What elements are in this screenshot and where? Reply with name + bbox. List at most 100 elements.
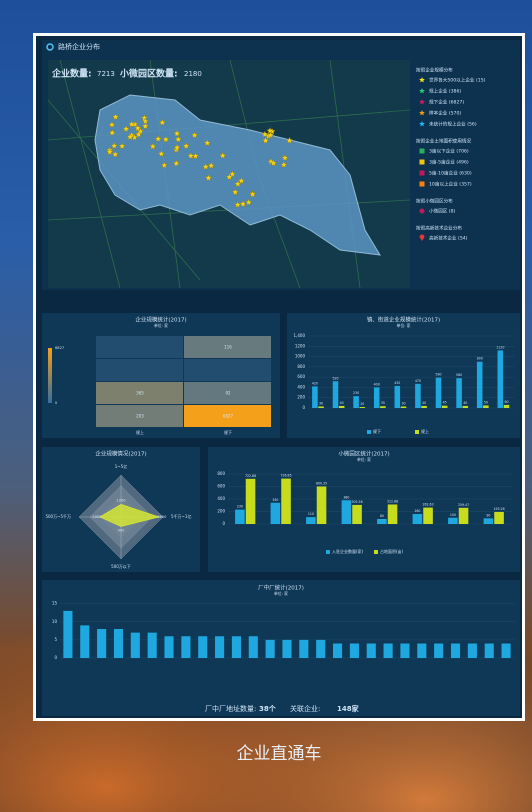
value-label: 259.47 [458,503,469,507]
footer-firm-label: 关联企业: [290,704,320,713]
footer-site-label: 厂中厂地址数量: [205,704,256,713]
page: 路桥企业分布 企业数量: 7213 小微园区数量: 2180 按照企业规模分布世… [0,0,532,812]
cell-label: 92 [225,391,231,396]
y-tick-label: 1200 [295,343,306,348]
bar [271,503,281,524]
bar [339,406,345,408]
value-label: 900 [118,528,126,532]
bar [436,378,442,408]
legend-label: 3亩以下企业 (706) [429,148,469,155]
legend-label: 高新技术企业 (54) [429,235,468,242]
bar [246,479,256,524]
bar [181,636,190,658]
bar [484,518,494,524]
cell-label: 365 [136,391,144,396]
value-label: 262.63 [422,503,433,507]
bar [415,384,421,408]
legend-marker [420,171,425,176]
value-label: 193.26 [493,507,504,511]
value-label: 30 [319,401,323,405]
bar [400,644,409,659]
value-label: 900 [477,357,483,361]
bar [148,633,157,658]
value-label: 580 [456,373,462,377]
bar [306,517,316,524]
bar [494,512,504,524]
value-label: 110 [308,512,314,516]
y-tick-label: 800 [217,471,225,476]
value-label: 2000 [92,515,102,519]
bar [164,636,173,658]
y-tick-label: 800 [297,364,305,369]
bar [232,636,241,658]
bar [312,386,318,408]
legend-label: 3亩-5亩企业 (496) [429,159,469,166]
bar [485,644,494,659]
bar [413,514,423,524]
value-label: 100 [450,513,456,517]
y-tick-label: 1,400 [294,333,306,338]
bar [97,629,106,658]
bar [448,518,458,524]
legend-label: 未统计的规上企业 (56) [429,121,477,128]
value-label: 50 [484,400,488,404]
bar [114,629,123,658]
bar [395,386,401,408]
enterprise-count: 7213 [97,70,115,78]
cell-label: 116 [224,345,232,350]
chart-subtitle: 单位: 家 [154,323,168,328]
bar [483,405,489,408]
dashboard: 路桥企业分布 企业数量: 7213 小微园区数量: 2180 按照企业规模分布世… [0,0,532,812]
bar [80,625,89,658]
bar [360,407,366,408]
bar [384,644,393,659]
bar [63,611,72,658]
value-label: 20 [360,402,364,406]
y-tick-label: 10 [52,619,58,624]
y-tick-label: 1000 [295,354,306,359]
panel [42,580,520,716]
legend-label: 规下企业 (6827) [429,99,464,106]
color-scale [48,348,52,403]
bar [417,644,426,659]
value-label: 60 [504,400,508,404]
bar [374,387,380,408]
bar [352,505,362,524]
legend-group-title: 按照小微园区分布 [416,198,453,205]
value-label: 40 [340,401,344,405]
value-label: 230 [353,391,359,395]
bar [367,644,376,659]
value-label: 312.88 [387,499,398,503]
bar [317,486,327,524]
bar [235,510,245,524]
bar [456,378,462,408]
bar [423,508,433,524]
value-label: 520 [332,376,338,380]
y-tick-label: 200 [297,395,305,400]
bar [377,519,387,524]
bar [442,406,448,408]
bar [401,406,407,408]
value-label: 600.35 [316,481,327,485]
bar [318,406,324,408]
heat-cell [96,336,183,358]
value-label: 80 [380,514,384,518]
value-label: 470 [415,379,421,383]
legend-label: 规上企业 (386) [429,88,461,95]
legend-group-title: 按照企业规模分布 [416,67,453,74]
legend-label: 占地面积(亩) [380,548,404,554]
color-scale-label: 6827 [55,346,64,350]
bar [282,640,291,658]
legend-swatch [326,550,330,554]
value-label: 90 [486,513,490,517]
legend-swatch [415,430,419,434]
legend-label: 规上 [421,428,429,434]
legend-label: 5亩-10亩企业 (630) [429,170,472,177]
bar [131,633,140,658]
legend-label: 10亩以上企业 (357) [429,181,472,188]
legend-label: 样本企业 (570) [429,110,461,117]
park-label: 小微园区数量: [119,68,178,80]
radar-axis-label: 500万~5千万 [45,513,71,519]
bar [299,640,308,658]
value-label: 400 [374,382,380,386]
